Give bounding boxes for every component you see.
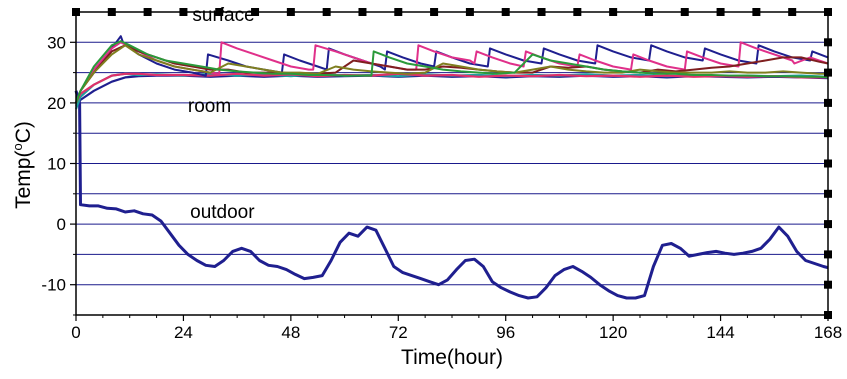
y-axis-title-sup: o bbox=[10, 143, 25, 150]
right-marker bbox=[824, 159, 832, 168]
right-marker bbox=[824, 220, 832, 229]
top-marker bbox=[752, 8, 761, 16]
top-marker bbox=[430, 8, 439, 16]
y-tick-label: 20 bbox=[47, 94, 66, 113]
top-marker bbox=[644, 8, 653, 16]
top-markers bbox=[72, 8, 832, 16]
x-axis-ticks: 0 24 48 72 96 120 144 168 bbox=[71, 315, 842, 342]
right-markers bbox=[824, 8, 832, 319]
top-marker bbox=[143, 8, 152, 16]
top-marker bbox=[537, 8, 546, 16]
x-tick-label: 96 bbox=[496, 323, 515, 342]
top-marker bbox=[716, 8, 725, 16]
top-marker bbox=[286, 8, 295, 16]
top-marker bbox=[394, 8, 403, 16]
top-marker bbox=[501, 8, 510, 16]
top-marker bbox=[573, 8, 582, 16]
y-tick-label: 0 bbox=[57, 215, 66, 234]
annotations: surface room outdoor bbox=[188, 5, 255, 223]
series-lines bbox=[74, 35, 829, 300]
y-tick-label: -10 bbox=[41, 276, 66, 295]
series-line bbox=[75, 41, 829, 104]
series-line bbox=[75, 72, 828, 104]
series-line bbox=[75, 44, 828, 104]
x-tick-label: 168 bbox=[814, 323, 842, 342]
gridlines bbox=[76, 41, 828, 286]
right-marker bbox=[824, 250, 832, 259]
top-marker bbox=[322, 8, 331, 16]
series-line bbox=[75, 44, 829, 104]
top-marker bbox=[215, 8, 224, 16]
y-axis-title: Temp(oC) bbox=[10, 121, 35, 209]
x-tick-label: 48 bbox=[281, 323, 300, 342]
x-tick-label: 120 bbox=[599, 323, 627, 342]
y-axis-ticks: -10 0 10 20 30 bbox=[41, 11, 76, 316]
y-axis-title-main: Temp( bbox=[12, 151, 35, 209]
x-tick-label: 0 bbox=[71, 323, 80, 342]
top-marker bbox=[179, 8, 188, 16]
x-tick-label: 72 bbox=[389, 323, 408, 342]
y-tick-label: 10 bbox=[47, 155, 66, 174]
right-marker bbox=[824, 8, 832, 16]
x-tick-label: 144 bbox=[706, 323, 734, 342]
x-axis-title: Time(hour) bbox=[401, 346, 503, 369]
y-tick-label: 30 bbox=[47, 33, 66, 52]
right-marker bbox=[824, 38, 832, 47]
annotation-label: outdoor bbox=[190, 202, 255, 223]
right-marker bbox=[824, 129, 832, 138]
top-marker bbox=[107, 8, 116, 16]
right-marker bbox=[824, 280, 832, 289]
top-marker bbox=[465, 8, 474, 16]
top-marker bbox=[680, 8, 689, 16]
series-line bbox=[75, 40, 829, 104]
top-marker bbox=[609, 8, 618, 16]
top-marker bbox=[358, 8, 367, 16]
top-marker bbox=[788, 8, 797, 16]
top-marker bbox=[251, 8, 260, 16]
right-marker bbox=[824, 98, 832, 107]
annotation-label: surface bbox=[192, 5, 254, 26]
right-marker bbox=[824, 189, 832, 198]
right-marker bbox=[824, 68, 832, 77]
series-line bbox=[74, 90, 829, 300]
y-axis-title-end: C) bbox=[12, 121, 35, 143]
annotation-label: room bbox=[188, 96, 231, 117]
x-tick-label: 24 bbox=[174, 323, 193, 342]
